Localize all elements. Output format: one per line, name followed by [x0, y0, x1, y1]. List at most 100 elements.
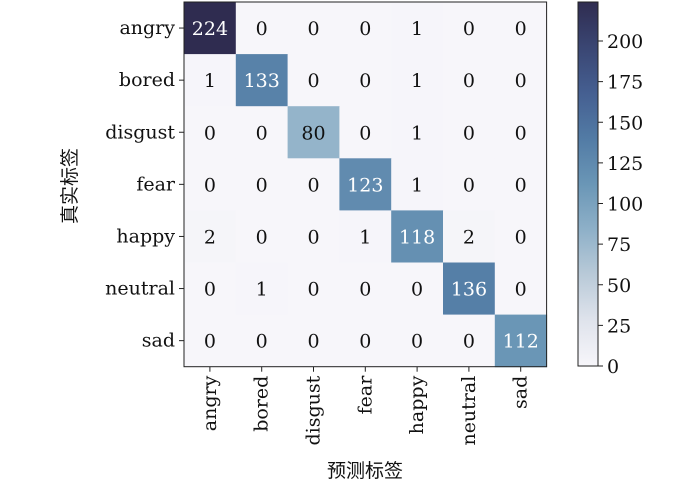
- heatmap-cell-bored-fear: [339, 54, 392, 107]
- heatmap-cell-angry-happy: [391, 2, 444, 55]
- cell-value-fear-disgust: 0: [307, 174, 319, 196]
- cell-value-happy-bored: 0: [256, 226, 268, 248]
- cell-value-happy-disgust: 0: [307, 226, 319, 248]
- heatmap-cell-angry-sad: [494, 2, 548, 55]
- heatmap-cell-happy-sad: [494, 210, 548, 263]
- heatmap-cell-disgust-bored: [235, 106, 289, 159]
- heatmap-cell-bored-angry: [184, 54, 237, 107]
- heatmap-cell-happy-fear: [339, 210, 392, 263]
- cell-value-angry-happy: 1: [411, 18, 423, 40]
- heatmap-cell-happy-bored: [235, 210, 289, 263]
- cell-value-fear-angry: 0: [204, 174, 216, 196]
- cell-value-fear-happy: 1: [411, 174, 423, 196]
- y-tick-label-fear: fear: [136, 173, 176, 195]
- heatmap-cell-neutral-happy: [391, 262, 444, 316]
- cell-value-sad-bored: 0: [256, 331, 268, 353]
- cell-value-angry-sad: 0: [515, 18, 527, 40]
- heatmap-cell-neutral-bored: [235, 262, 289, 316]
- cell-value-fear-sad: 0: [515, 174, 527, 196]
- cell-value-bored-sad: 0: [515, 70, 527, 92]
- heatmap-cell-disgust-fear: [339, 106, 392, 159]
- cell-value-neutral-sad: 0: [515, 279, 527, 301]
- heatmap-cell-bored-neutral: [443, 54, 496, 107]
- cell-value-bored-bored: 133: [244, 70, 280, 92]
- heatmap-cell-fear-happy: [391, 158, 444, 211]
- y-tick-label-angry: angry: [119, 17, 175, 39]
- cell-value-bored-angry: 1: [204, 70, 216, 92]
- heatmap-cell-fear-disgust: [287, 158, 340, 211]
- y-axis-title: 真实标签: [59, 148, 81, 224]
- heatmap-cell-bored-sad: [494, 54, 548, 107]
- heatmap-cell-angry-bored: [235, 2, 289, 55]
- cell-value-happy-fear: 1: [359, 226, 371, 248]
- x-tick-label-disgust: disgust: [303, 375, 325, 445]
- heatmap-cells: 224 0 0 0 1 0 01 133 0 0 1 0 00 0 80 0 1 0 00 0 0 123 1 0 02 0 0 1 1…: [184, 2, 548, 368]
- cell-value-fear-bored: 0: [256, 174, 268, 196]
- heatmap-cell-disgust-angry: [184, 106, 237, 159]
- cell-value-disgust-disgust: 80: [301, 122, 325, 144]
- heatmap-cell-sad-bored: [235, 314, 289, 368]
- x-tick-label-happy: happy: [406, 375, 428, 434]
- cell-value-fear-fear: 123: [347, 174, 383, 196]
- y-tick-label-disgust: disgust: [105, 121, 175, 143]
- heatmap-cell-neutral-sad: [494, 262, 548, 316]
- x-axis-title: 预测标签: [327, 460, 403, 482]
- heatmap-cell-fear-bored: [235, 158, 289, 211]
- heatmap-cell-disgust-sad: [494, 106, 548, 159]
- heatmap-cell-happy-angry: [184, 210, 237, 263]
- heatmap-cell-neutral-angry: [184, 262, 237, 316]
- heatmap-cell-sad-happy: [391, 314, 444, 368]
- x-tick-labels: angry bored disgust fear happy neutral sad: [199, 366, 532, 446]
- cell-value-sad-disgust: 0: [307, 331, 319, 353]
- heatmap-cell-sad-angry: [184, 314, 237, 368]
- heatmap-cell-sad-neutral: [443, 314, 496, 368]
- cell-value-bored-happy: 1: [411, 70, 423, 92]
- colorbar-tick-label-75: 75: [607, 234, 631, 256]
- heatmap-cell-fear-sad: [494, 158, 548, 211]
- x-tick-label-fear: fear: [354, 375, 376, 415]
- cell-value-happy-sad: 0: [515, 226, 527, 248]
- heatmap-cell-bored-bored: [235, 54, 289, 107]
- x-tick-label-neutral: neutral: [458, 376, 480, 446]
- cell-value-angry-angry: 224: [192, 18, 228, 40]
- colorbar-tick-label-175: 175: [607, 72, 643, 94]
- heatmap-cell-fear-angry: [184, 158, 237, 211]
- heatmap-cell-happy-disgust: [287, 210, 340, 263]
- heatmap-cell-fear-neutral: [443, 158, 496, 211]
- cell-value-neutral-bored: 1: [256, 279, 268, 301]
- cell-value-angry-neutral: 0: [463, 18, 475, 40]
- cell-value-fear-neutral: 0: [463, 174, 475, 196]
- cell-value-angry-bored: 0: [256, 18, 268, 40]
- x-tick-label-angry: angry: [199, 375, 221, 431]
- heatmap-cell-disgust-happy: [391, 106, 444, 159]
- colorbar-tick-label-25: 25: [607, 315, 631, 337]
- heatmap-cell-disgust-disgust: [287, 106, 340, 159]
- heatmap-cell-happy-neutral: [443, 210, 496, 263]
- heatmap-cell-disgust-neutral: [443, 106, 496, 159]
- cell-value-sad-sad: 112: [503, 331, 539, 353]
- cell-value-happy-angry: 2: [204, 226, 216, 248]
- heatmap-cell-sad-fear: [339, 314, 392, 368]
- colorbar-tick-label-100: 100: [607, 194, 643, 216]
- heatmap-cell-angry-neutral: [443, 2, 496, 55]
- cell-value-sad-happy: 0: [411, 331, 423, 353]
- cell-value-happy-happy: 118: [399, 226, 435, 248]
- heatmap-cell-sad-sad: [494, 314, 548, 368]
- cell-value-happy-neutral: 2: [463, 226, 475, 248]
- cell-value-neutral-happy: 0: [411, 279, 423, 301]
- cell-value-bored-neutral: 0: [463, 70, 475, 92]
- cell-value-neutral-angry: 0: [204, 279, 216, 301]
- cell-value-sad-angry: 0: [204, 331, 216, 353]
- heatmap-cell-happy-happy: [391, 210, 444, 263]
- cell-value-disgust-sad: 0: [515, 122, 527, 144]
- cell-value-angry-disgust: 0: [307, 18, 319, 40]
- cell-value-disgust-happy: 1: [411, 122, 423, 144]
- cell-value-sad-neutral: 0: [463, 331, 475, 353]
- cell-value-disgust-angry: 0: [204, 122, 216, 144]
- cell-value-neutral-neutral: 136: [451, 279, 487, 301]
- cell-value-angry-fear: 0: [359, 18, 371, 40]
- cell-value-disgust-neutral: 0: [463, 122, 475, 144]
- cell-value-bored-disgust: 0: [307, 70, 319, 92]
- y-tick-label-sad: sad: [142, 330, 175, 352]
